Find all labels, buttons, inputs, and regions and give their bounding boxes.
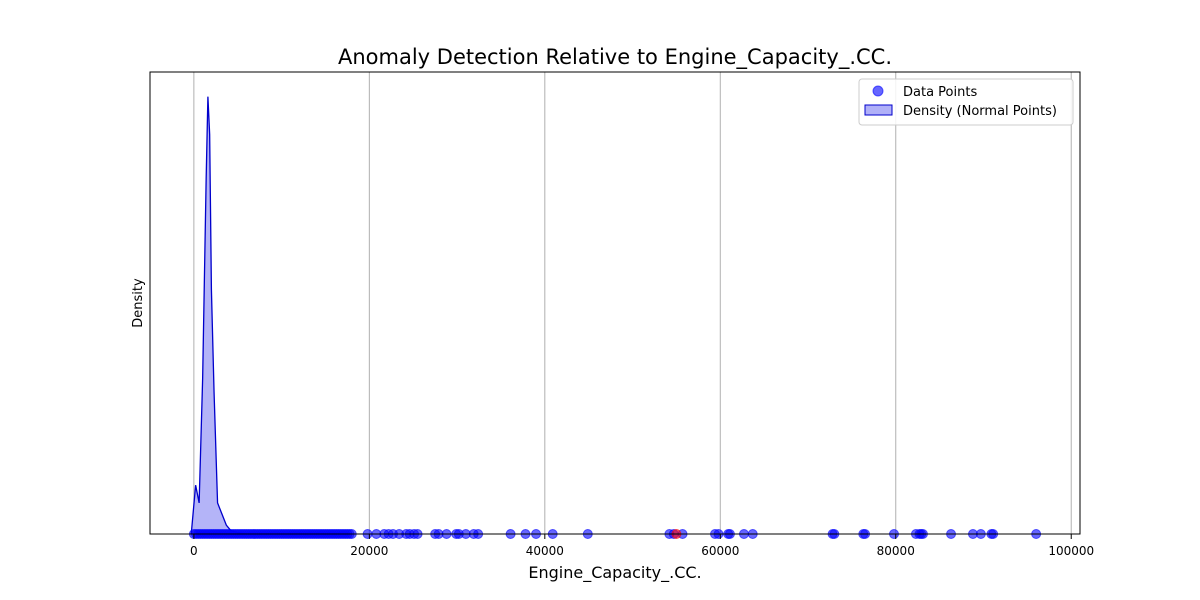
x-tick-label: 100000 [1048,544,1094,558]
legend-frame [858,78,1074,126]
legend-label-data-points: Data Points [903,85,977,100]
density-line [190,96,247,535]
x-tick-label: 60000 [701,544,739,558]
chart-title: Anomaly Detection Relative to Engine_Cap… [338,45,892,70]
density-curve [190,96,247,535]
legend-marker-density [864,104,893,116]
x-tick-label: 20000 [350,544,388,558]
x-axis-label: Engine_Capacity_.CC. [528,563,701,583]
grid-lines [193,72,1072,534]
legend-marker-data-points [872,85,884,97]
x-tick-label: 0 [190,544,198,558]
legend: Data Points Density (Normal Points) [858,78,1074,126]
density-fill [191,96,247,534]
y-axis-label: Density [131,278,146,328]
legend-label-density: Density (Normal Points) [903,104,1057,119]
x-tick-label: 80000 [877,544,915,558]
plot-frame [149,71,1081,535]
x-axis: 0 20000 40000 60000 80000 100000 [190,534,1094,558]
x-tick-label: 40000 [526,544,564,558]
